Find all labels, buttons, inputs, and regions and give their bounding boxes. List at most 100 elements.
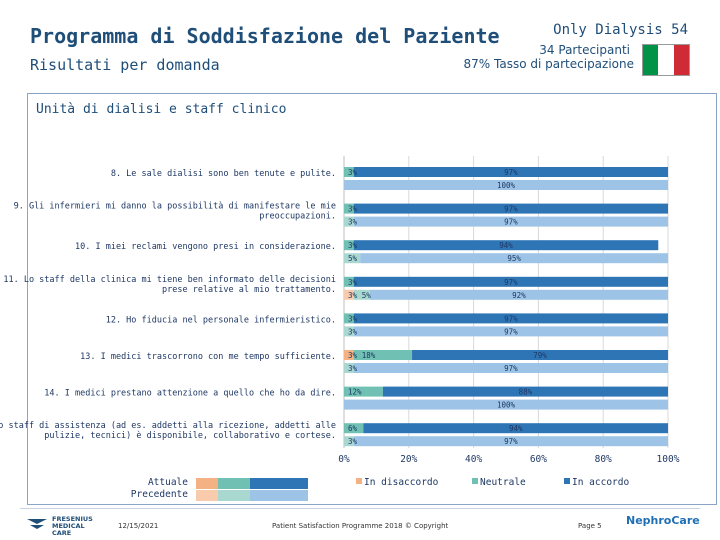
flag-stripe-red <box>673 45 689 75</box>
bar-neutral-previous <box>344 326 354 337</box>
legend-swatch-current-disagree <box>196 478 218 489</box>
chart-panel <box>27 93 717 505</box>
page-subtitle: Risultati per domanda <box>30 56 220 74</box>
bar-agree-previous <box>353 363 668 373</box>
flag-stripe-green <box>643 45 659 75</box>
data-label: 97% <box>504 327 518 336</box>
bar-agree-current <box>353 276 668 287</box>
bar-agree-current <box>353 240 659 251</box>
nephrocare-logo: NephroCare <box>626 514 700 527</box>
bar-neutral-current <box>344 240 354 251</box>
bar-agree-previous <box>353 216 668 227</box>
legend-swatch-previous-neutral <box>218 490 250 501</box>
data-label: 95% <box>507 254 521 263</box>
data-label: 88% <box>519 388 533 397</box>
data-label: 6% <box>348 424 358 433</box>
data-label: 3% <box>348 278 358 287</box>
question-label: 14. I medici prestano attenzione a quell… <box>44 389 336 399</box>
x-tick-label: 0% <box>338 454 350 465</box>
x-tick-label: 100% <box>657 454 680 465</box>
data-label: 3% <box>348 241 358 250</box>
question-label: 8. Le sale dialisi sono ben tenute e pul… <box>111 169 336 179</box>
question-label: 15. Lo staff di assistenza (ad es. addet… <box>0 421 336 431</box>
legend-swatch-previous-agree <box>250 490 308 501</box>
bar-agree-previous <box>353 436 668 447</box>
legend-marker-agree <box>564 478 570 484</box>
section-title: Unità di dialisi e staff clinico <box>36 102 287 117</box>
legend-series-previous: Precedente <box>131 489 188 500</box>
data-label: 79% <box>533 351 547 360</box>
clinic-name: Only Dialysis 54 <box>553 22 688 38</box>
bar-neutral-current <box>344 167 354 177</box>
data-label: 3% <box>348 364 358 373</box>
data-label: 97% <box>504 205 518 214</box>
data-label: 97% <box>504 314 518 323</box>
data-label: 3% <box>348 291 358 300</box>
data-label: 3% <box>348 168 358 177</box>
page-number: Page 5 <box>578 522 602 530</box>
legend-label-neutral: Neutrale <box>480 477 526 488</box>
copyright-text: Patient Satisfaction Programme 2018 © Co… <box>272 522 449 530</box>
bar-neutral-current <box>344 386 383 397</box>
bar-neutral-previous <box>344 436 354 447</box>
data-label: 3% <box>348 351 358 360</box>
data-label: 92% <box>512 291 526 300</box>
bar-agree-current <box>382 386 668 397</box>
legend-label-agree: In accordo <box>572 477 629 488</box>
question-label: 9. Gli infermieri mi danno la possibilit… <box>14 202 336 212</box>
question-label: 13. I medici trascorrono con me tempo su… <box>80 352 336 362</box>
question-label: 12. Ho fiducia nel personale infermieris… <box>106 315 336 325</box>
bar-agree-current <box>353 203 668 214</box>
bar-neutral-current <box>344 203 354 214</box>
bar-neutral-previous <box>344 363 354 373</box>
data-label: 5% <box>348 254 358 263</box>
flag-stripe-white <box>658 45 674 75</box>
data-label: 100% <box>497 401 516 410</box>
bar-neutral-previous <box>344 253 361 264</box>
page-title: Programma di Soddisfazione del Paziente <box>30 24 500 48</box>
bar-agree-previous <box>344 399 668 410</box>
data-label: 3% <box>348 437 358 446</box>
question-label: pulizie, tecnici) è disponibile, collabo… <box>44 430 336 441</box>
bar-agree-current <box>353 167 668 177</box>
bar-neutral-current <box>353 350 413 360</box>
legend-marker-neutral <box>472 478 478 484</box>
data-label: 3% <box>348 327 358 336</box>
data-label: 97% <box>504 278 518 287</box>
legend-swatch-current-neutral <box>218 478 250 489</box>
x-tick-label: 20% <box>400 454 417 465</box>
data-label: 12% <box>348 388 362 397</box>
data-label: 94% <box>509 424 523 433</box>
bar-agree-previous <box>369 289 668 300</box>
question-label: 10. I miei reclami vengono presi in cons… <box>75 242 336 252</box>
x-tick-label: 40% <box>465 454 482 465</box>
bar-neutral-previous <box>344 216 354 227</box>
legend-series-current: Attuale <box>148 477 188 488</box>
data-label: 97% <box>504 168 518 177</box>
data-label: 97% <box>504 364 518 373</box>
data-label: 97% <box>504 437 518 446</box>
data-label: 97% <box>504 218 518 227</box>
data-label: 94% <box>499 241 513 250</box>
x-tick-label: 60% <box>530 454 547 465</box>
legend-swatch-previous-disagree <box>196 490 218 501</box>
legend-marker-disagree <box>356 478 362 484</box>
bar-agree-current <box>412 350 668 360</box>
bar-disagree-current <box>344 350 354 360</box>
data-label: 100% <box>497 181 516 190</box>
bar-disagree-previous <box>344 289 354 300</box>
question-label: 11. Lo staff della clinica mi tiene ben … <box>3 275 336 285</box>
data-label: 18% <box>362 351 376 360</box>
bar-neutral-current <box>344 313 354 324</box>
fresenius-mark-icon <box>27 519 47 529</box>
bar-neutral-current <box>344 423 364 434</box>
question-label: preoccupazioni. <box>259 212 336 222</box>
legend-swatch-current-agree <box>250 478 308 489</box>
bar-agree-previous <box>360 253 668 264</box>
data-label: 3% <box>348 205 358 214</box>
footer-divider <box>20 508 700 509</box>
data-label: 3% <box>348 218 358 227</box>
bar-agree-previous <box>353 326 668 337</box>
participants-count: 34 Partecipanti <box>539 43 630 57</box>
bar-agree-current <box>353 313 668 324</box>
